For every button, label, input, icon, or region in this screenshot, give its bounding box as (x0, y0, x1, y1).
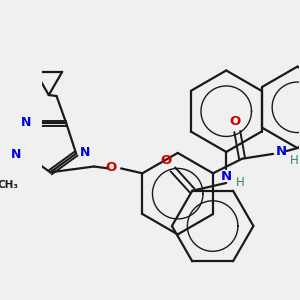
Text: O: O (160, 154, 172, 167)
Text: N: N (11, 148, 21, 161)
Text: H: H (236, 176, 244, 188)
Text: N: N (20, 116, 31, 129)
Text: O: O (106, 161, 117, 174)
Text: O: O (230, 116, 241, 128)
Text: N: N (80, 146, 90, 159)
Text: N: N (221, 170, 232, 183)
Text: H: H (290, 154, 299, 167)
Text: CH₃: CH₃ (0, 180, 18, 190)
Text: N: N (275, 146, 286, 158)
